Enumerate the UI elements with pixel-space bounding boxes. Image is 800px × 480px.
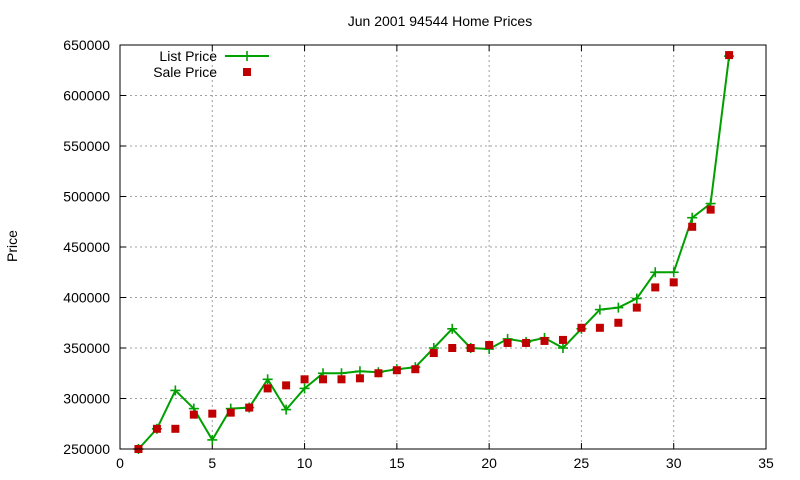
sale-price-point [669,278,678,287]
y-tick-label: 450000 [63,239,110,255]
y-tick-label: 550000 [63,138,110,154]
legend-label: Sale Price [153,64,217,80]
list-price-point [594,304,605,315]
x-tick-label: 30 [666,455,682,471]
y-tick-label: 250000 [63,441,110,457]
sale-price-point [282,381,291,390]
sale-price-point [688,222,697,231]
list-price-point [299,383,310,394]
sale-price-point [466,344,475,352]
sale-price-point [577,323,586,332]
axis-ticks: 0 5 10 15 20 25 30 35 250000 300000 350000 400000 45… [63,37,774,471]
list-price-point [281,404,292,415]
sale-price-point [319,375,328,384]
list-price-point [687,212,698,223]
list-price-point [650,267,661,278]
x-tick-label: 20 [481,455,497,471]
sale-price-point [632,303,641,312]
list-price-point [631,293,642,304]
sale-price-point [485,340,494,349]
series-sale-price [134,51,734,453]
list-price-point [170,385,181,396]
sale-price-point [651,283,660,292]
sale-price-point [558,335,567,344]
y-tick-label: 400000 [63,290,110,306]
series-list-price [133,51,735,454]
sale-price-point [614,318,623,327]
sale-price-point [171,424,180,433]
sale-price-point [392,366,401,375]
sale-price-point [355,374,364,383]
sale-price-point [245,403,254,412]
sale-price-point [263,384,272,393]
sale-price-point [706,205,715,214]
x-tick-label: 25 [574,455,590,471]
sale-price-point [448,344,457,352]
list-price-point [613,302,624,313]
y-axis-label: Price [4,230,20,262]
sale-price-point [337,375,346,384]
sale-price-point [226,408,235,417]
sale-price-point [503,338,512,347]
list-price-point [207,434,218,445]
sale-price-point [374,369,383,378]
plot-frame [119,44,767,450]
sale-price-point [300,375,309,384]
y-tick-label: 300000 [63,391,110,407]
y-tick-label: 500000 [63,189,110,205]
legend-square-swatch [243,68,251,76]
list-price-point [557,343,568,353]
y-tick-label: 350000 [63,340,110,356]
sale-price-point [725,51,734,60]
x-tick-label: 5 [208,455,216,471]
legend-plus-swatch [242,51,252,61]
x-tick-label: 0 [116,455,124,471]
list-price-point [668,267,679,278]
sale-price-point [429,349,438,358]
y-tick-label: 600000 [63,88,110,104]
sale-price-point [208,409,217,418]
sale-price-point [522,338,531,347]
chart-title: Jun 2001 94544 Home Prices [348,13,532,29]
x-tick-label: 35 [758,455,774,471]
x-tick-label: 15 [389,455,405,471]
sale-price-point [540,336,549,345]
legend-label: List Price [159,48,217,64]
list-price-line [137,55,731,450]
sale-price-point [152,424,161,433]
data-series [133,51,735,454]
sale-price-point [189,410,198,419]
list-price-point [447,323,458,334]
x-tick-label: 10 [297,455,313,471]
list-price-point [262,374,273,385]
sale-price-point [411,365,420,374]
y-tick-label: 650000 [63,37,110,53]
sale-price-point [595,323,604,332]
grid-lines [120,45,766,449]
